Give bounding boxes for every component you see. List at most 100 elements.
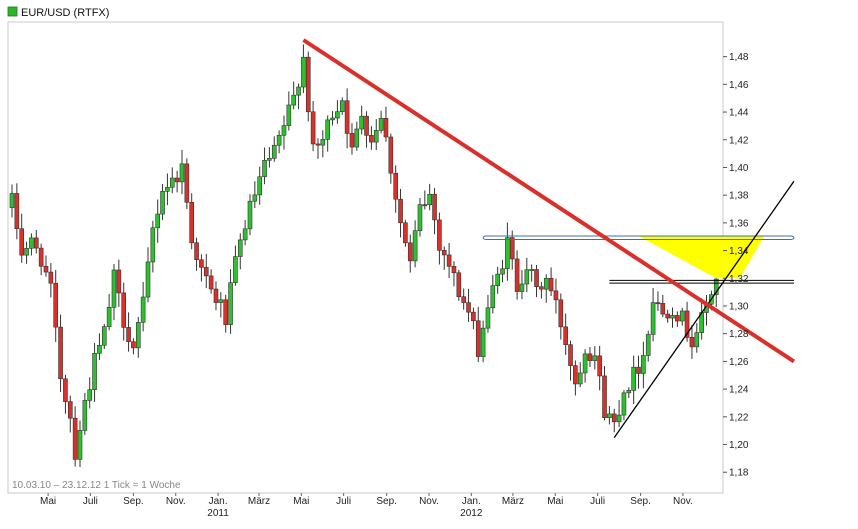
candle (92, 342, 97, 402)
candle (330, 110, 335, 126)
candle-body-down (208, 275, 214, 290)
candle (189, 193, 194, 250)
candle-body-down (611, 413, 617, 423)
candle (335, 100, 340, 124)
candle (199, 254, 204, 282)
candle (631, 355, 636, 404)
candle-body-down (563, 326, 568, 345)
candle-body-up (262, 159, 267, 178)
candle-body-down (432, 193, 437, 221)
candle-body-up (354, 128, 360, 148)
candle (675, 311, 680, 327)
candle-body-up (373, 130, 379, 143)
candle (694, 323, 700, 353)
x-tick-label: März (502, 496, 524, 507)
candle (519, 270, 525, 300)
y-tick-label: 1,46 (729, 80, 749, 91)
candle-body-down (539, 286, 544, 290)
candle (641, 341, 646, 389)
candle-body-down (48, 271, 54, 284)
candle-body-down (184, 163, 190, 203)
candle (349, 123, 355, 155)
candle-body-down (471, 311, 476, 322)
candle (301, 44, 306, 93)
candle-body-down (587, 353, 593, 361)
candle (203, 253, 209, 289)
candle (480, 320, 486, 363)
x-tick-label: März (248, 496, 270, 507)
candle (140, 281, 146, 332)
candle (558, 293, 564, 340)
candle-body-up (412, 230, 418, 262)
candle (237, 233, 243, 270)
legend-swatch (7, 6, 18, 17)
candle (597, 345, 602, 391)
y-tick-label: 1,28 (729, 329, 749, 340)
candle (208, 269, 214, 294)
candle-body-up (524, 269, 530, 285)
candle-body-down (63, 378, 68, 402)
candle-body-up (92, 353, 97, 390)
y-tick-label: 1,20 (729, 440, 749, 451)
candle-body-down (58, 326, 63, 380)
candle-body-up (490, 285, 496, 309)
candle-body-up (155, 213, 161, 229)
candle (194, 237, 199, 271)
candle-body-up (543, 277, 549, 290)
candle (184, 158, 190, 210)
candle-body-up (650, 302, 656, 335)
candle-body-up (359, 115, 364, 130)
candle (320, 130, 326, 158)
candle (607, 405, 612, 425)
candle (354, 121, 360, 151)
support-trend-line (613, 180, 795, 438)
candle-body-down (14, 193, 20, 230)
candle-body-down (398, 198, 403, 224)
candle (257, 166, 262, 205)
candle (364, 111, 369, 148)
candle (655, 291, 661, 312)
x-tick-label: Mai (547, 496, 563, 507)
candle (403, 219, 408, 247)
candle (587, 347, 593, 368)
x-tick-label: Juli (336, 496, 351, 507)
y-axis: 1,18 1,20 1,22 1,24 1,26 1,28 1,30 1,32 1,34 1,36… (723, 52, 749, 479)
candle-body-up (291, 94, 296, 106)
candle-body-up (592, 355, 598, 361)
candle (29, 233, 34, 256)
plot-frame (7, 21, 724, 494)
candle (592, 346, 598, 370)
candle (573, 360, 578, 396)
candle-body-up (582, 353, 588, 374)
y-tick-label: 1,18 (729, 468, 749, 479)
candle-body-up (616, 414, 622, 423)
candle-body-down (72, 417, 78, 460)
candle-body-up (631, 366, 636, 391)
candle-body-up (645, 334, 651, 356)
candle (242, 219, 248, 246)
legend-label: EUR/USD (RTFX) (21, 7, 109, 19)
candle-body-down (466, 302, 471, 313)
candle-body-up (607, 413, 612, 419)
candle (524, 257, 530, 293)
candle-body-down (364, 115, 369, 136)
candle (344, 88, 350, 149)
candle-body-up (286, 104, 292, 126)
candle (378, 110, 384, 134)
candle-body-down (305, 56, 311, 113)
candle-body-up (296, 86, 301, 96)
candle-body-down (189, 201, 194, 244)
candle (568, 340, 573, 381)
candle (247, 194, 253, 236)
candle (611, 408, 617, 433)
candle-body-down (548, 277, 554, 292)
candle-body-down (514, 258, 520, 292)
candle (543, 274, 549, 303)
candle-body-up (641, 355, 646, 374)
candle (286, 91, 292, 131)
candle (660, 294, 666, 318)
candle (514, 250, 520, 300)
candle-body-up (145, 261, 151, 298)
